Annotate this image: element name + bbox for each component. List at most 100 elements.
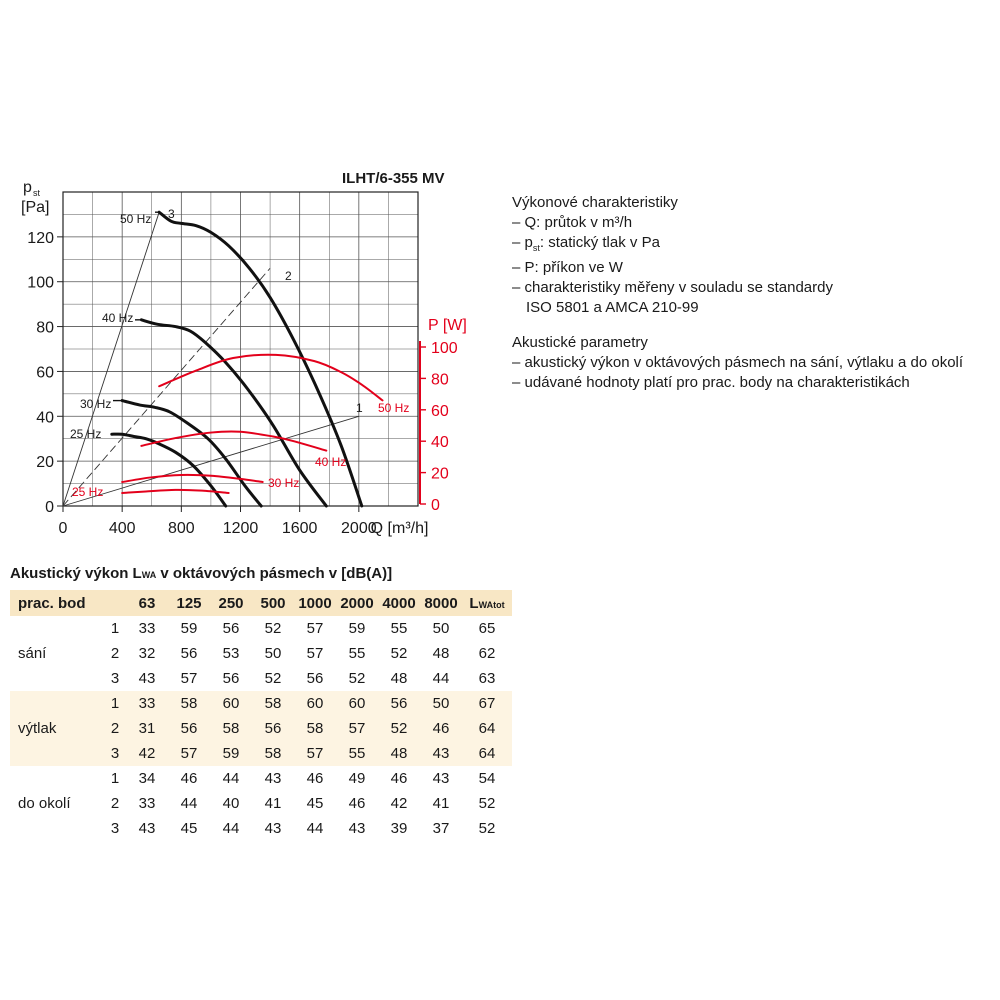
group-label: výtlak (18, 720, 57, 737)
desc-item-iso: ISO 5801 a AMCA 210-99 (526, 299, 699, 316)
band-value: 56 (180, 645, 198, 662)
x-tick-label: 400 (109, 520, 136, 537)
header-band: 250 (218, 594, 244, 612)
system-curve-1 (62, 415, 359, 507)
band-value: 45 (306, 795, 324, 812)
y-tick-label: 60 (36, 364, 54, 381)
power-tick-label: 20 (431, 466, 449, 483)
band-value: 50 (264, 645, 282, 662)
chart-title: ILHT/6-355 MV (342, 170, 445, 187)
total-value: 67 (478, 695, 496, 712)
pressure-curve (139, 318, 328, 508)
band-value: 52 (264, 670, 282, 687)
table-row: 3 43 45 44 43 44 43 39 37 52 (10, 816, 512, 841)
band-value: 58 (264, 695, 282, 712)
group-label (10, 766, 104, 791)
band-value: 57 (306, 620, 324, 637)
y-axis-label-sub: st (33, 188, 41, 198)
band-value: 48 (432, 645, 450, 662)
total-value: 64 (478, 745, 496, 762)
y-tick-label: 20 (36, 454, 54, 471)
table-row: 1 33 58 60 58 60 60 56 50 67 (10, 691, 512, 716)
band-value: 33 (138, 620, 156, 637)
work-point: 1 (110, 620, 120, 637)
band-value: 56 (222, 620, 240, 637)
band-value: 58 (306, 720, 324, 737)
band-value: 33 (138, 695, 156, 712)
work-point: 3 (110, 670, 120, 687)
band-value: 41 (432, 795, 450, 812)
header-band: 8000 (424, 594, 458, 612)
desc-item-pressure: – pst: statický tlak v Pa (512, 234, 660, 253)
header-band: 2000 (340, 594, 374, 612)
band-value: 60 (306, 695, 324, 712)
table-row: sání 2 32 56 53 50 57 55 52 48 62 (10, 641, 512, 666)
work-point: 3 (110, 820, 120, 837)
header-band: 500 (260, 594, 286, 612)
band-value: 60 (348, 695, 366, 712)
header-band: 125 (176, 594, 202, 612)
band-value: 59 (180, 620, 198, 637)
system-curve-3 (62, 212, 160, 507)
pressure-curve-label: 25 Hz (70, 427, 101, 441)
work-point: 3 (110, 745, 120, 762)
power-tick-label: 100 (431, 340, 458, 357)
table-header-row: prac. bod 63 125 250 500 1000 2000 4000 … (10, 590, 512, 616)
header-band: 4000 (382, 594, 416, 612)
desc-item-standards: – charakteristiky měřeny v souladu se st… (512, 279, 833, 296)
curve-number: 2 (285, 269, 292, 283)
band-value: 43 (432, 770, 450, 787)
band-value: 57 (348, 720, 366, 737)
system-curve-2 (62, 267, 271, 507)
y-tick-label: 100 (27, 275, 54, 292)
band-value: 46 (180, 770, 198, 787)
band-value: 42 (390, 795, 408, 812)
total-value: 52 (478, 795, 496, 812)
pressure-curve-label: 40 Hz (102, 311, 133, 325)
x-axis-label: Q [m³/h] (371, 520, 429, 537)
table-row: 3 43 57 56 52 56 52 48 44 63 (10, 666, 512, 691)
table-row: výtlak 2 31 56 58 56 58 57 52 46 64 (10, 716, 512, 741)
band-value: 57 (180, 670, 198, 687)
table-title: Akustický výkon LWA v oktávových pásmech… (10, 565, 393, 582)
total-value: 65 (478, 620, 496, 637)
y-axis-unit: [Pa] (21, 199, 49, 216)
group-label: do okolí (18, 795, 71, 812)
band-value: 44 (306, 820, 324, 837)
band-value: 56 (390, 695, 408, 712)
x-tick-label: 800 (168, 520, 195, 537)
work-point: 2 (110, 795, 120, 812)
band-value: 46 (348, 795, 366, 812)
band-value: 56 (264, 720, 282, 737)
y-tick-label: 0 (45, 499, 54, 516)
band-value: 58 (180, 695, 198, 712)
total-value: 52 (478, 820, 496, 837)
desc-item-validity: – udávané hodnoty platí pro prac. body n… (512, 374, 910, 391)
power-curve (140, 430, 328, 452)
desc-item-power: – P: příkon ve W (512, 259, 623, 276)
band-value: 59 (348, 620, 366, 637)
band-value: 44 (222, 770, 240, 787)
band-value: 46 (306, 770, 324, 787)
work-point: 2 (110, 720, 120, 737)
band-value: 43 (138, 820, 156, 837)
header-band: 1000 (298, 594, 332, 612)
power-curve (121, 473, 264, 484)
header-work-point: prac. bod (18, 594, 86, 612)
band-value: 43 (138, 670, 156, 687)
band-value: 57 (306, 745, 324, 762)
power-tick-label: 0 (431, 497, 440, 514)
power-curve (121, 488, 230, 495)
band-value: 46 (390, 770, 408, 787)
band-value: 52 (390, 720, 408, 737)
curve-number: 1 (356, 401, 363, 415)
x-tick-label: 1200 (223, 520, 259, 537)
band-value: 48 (390, 745, 408, 762)
desc-item-flow: – Q: průtok v m³/h (512, 214, 633, 231)
band-value: 32 (138, 645, 156, 662)
group-label: sání (18, 645, 47, 662)
group-label (10, 691, 104, 716)
band-value: 44 (222, 820, 240, 837)
work-point: 1 (110, 770, 120, 787)
